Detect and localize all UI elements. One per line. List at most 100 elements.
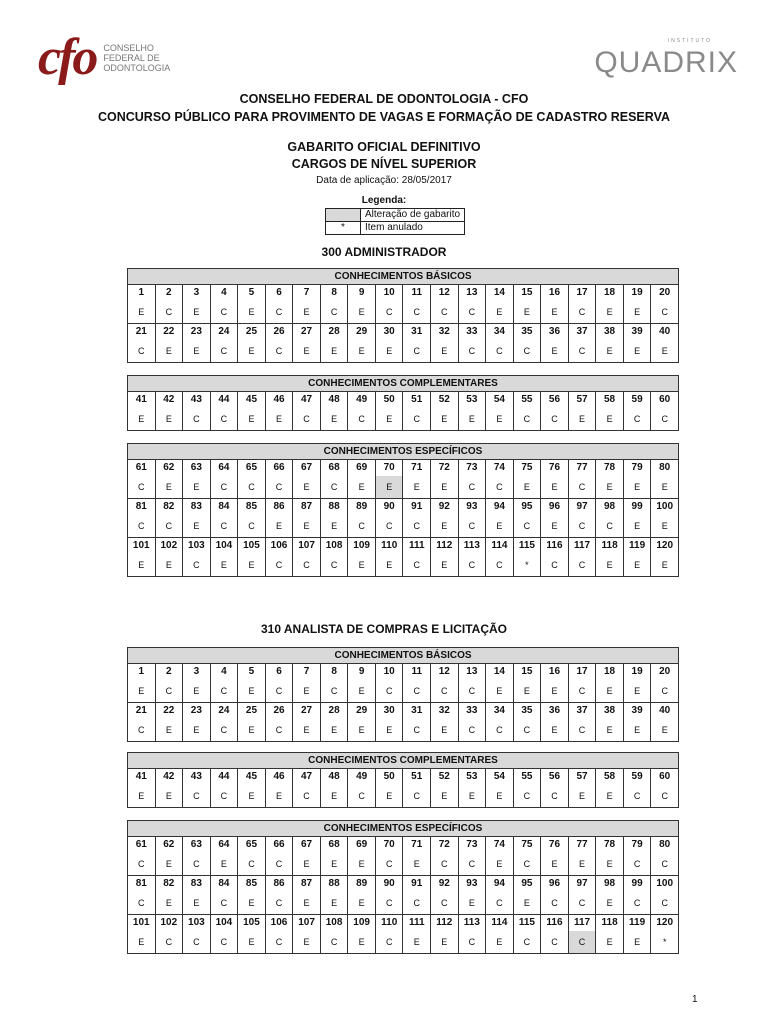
answer-cell: C (154, 301, 183, 324)
question-number: 7 (292, 663, 321, 680)
question-number: 66 (264, 459, 293, 476)
question-number: 62 (154, 836, 183, 853)
question-number: 54 (485, 768, 514, 785)
table-header: CONHECIMENTOS BÁSICOS (127, 647, 679, 664)
question-number: 99 (622, 875, 651, 892)
question-number: 23 (182, 702, 211, 719)
answer-cell: E (485, 853, 514, 876)
answer-cell: C (650, 853, 679, 876)
answer-cell: E (457, 785, 486, 808)
question-number: 57 (567, 391, 596, 408)
answer-cell: E (512, 680, 541, 703)
answer-cell: C (485, 340, 514, 363)
answer-cell: C (127, 340, 156, 363)
question-number: 58 (595, 391, 624, 408)
answer-cell: E (430, 476, 459, 499)
answer-cell: E (595, 785, 624, 808)
question-number: 108 (319, 914, 348, 931)
answer-cell: E (540, 853, 569, 876)
answer-cell: C (650, 301, 679, 324)
answer-cell: E (237, 301, 266, 324)
question-number: 55 (512, 391, 541, 408)
question-number: 58 (595, 768, 624, 785)
question-number: 5 (237, 663, 266, 680)
answer-cell: E (430, 340, 459, 363)
question-number: 80 (650, 459, 679, 476)
question-number: 55 (512, 768, 541, 785)
answer-key-table: CONHECIMENTOS COMPLEMENTARES 41 42 43 44 45 46… (127, 752, 679, 808)
question-number: 54 (485, 391, 514, 408)
answer-cell: E (595, 408, 624, 431)
cfo-logo-mark: cfo (38, 29, 98, 86)
question-number: 4 (209, 284, 238, 301)
question-number: 41 (127, 768, 156, 785)
answer-cell: C (485, 554, 514, 577)
question-number: 53 (457, 391, 486, 408)
question-number: 81 (127, 498, 156, 515)
question-number-row: 1 2 3 4 5 6 7 8 9 10 11 12 13 14 15 16 17 18 19 20 (127, 284, 679, 301)
answer-cell: C (402, 515, 431, 538)
question-number: 45 (237, 391, 266, 408)
question-number: 44 (209, 768, 238, 785)
answer-cell: E (292, 301, 321, 324)
legend-changed-label: Alteração de gabarito (359, 208, 466, 222)
answer-cell: C (127, 853, 156, 876)
question-number: 31 (402, 323, 431, 340)
answer-cell: C (347, 408, 376, 431)
answer-cell: C (595, 515, 624, 538)
answer-cell: C (182, 785, 211, 808)
question-number-row: 41 42 43 44 45 46 47 48 49 50 51 52 53 54 55 56 57 58 59 60 (127, 391, 679, 408)
answer-cell: E (402, 853, 431, 876)
question-number: 94 (485, 498, 514, 515)
question-number: 91 (402, 498, 431, 515)
question-number: 63 (182, 459, 211, 476)
question-number: 36 (540, 702, 569, 719)
question-number: 84 (209, 498, 238, 515)
question-number: 33 (457, 702, 486, 719)
answer-cell: E (237, 340, 266, 363)
question-number: 10 (374, 663, 403, 680)
question-number-row: 41 42 43 44 45 46 47 48 49 50 51 52 53 54 55 56 57 58 59 60 (127, 768, 679, 785)
question-number: 93 (457, 498, 486, 515)
answer-cell: E (650, 515, 679, 538)
question-number: 103 (182, 537, 211, 554)
answer-cell: E (127, 785, 156, 808)
answer-cell: C (567, 515, 596, 538)
answer-cell: E (182, 301, 211, 324)
answer-cell: E (347, 680, 376, 703)
quadrix-word: QUADRIX (594, 46, 738, 79)
question-number: 116 (540, 537, 569, 554)
question-number: 5 (237, 284, 266, 301)
question-number: 10 (374, 284, 403, 301)
question-number: 53 (457, 768, 486, 785)
answer-cell: E (512, 476, 541, 499)
answer-cell: E (319, 340, 348, 363)
answer-cell: E (650, 476, 679, 499)
answer-cell: E (319, 853, 348, 876)
answer-cell: C (622, 408, 651, 431)
answer-cell: E (485, 785, 514, 808)
answer-row: E E C E E C C C E E C E C C * C C E E E (127, 554, 679, 577)
question-number: 49 (347, 768, 376, 785)
legend-annulled-symbol: * (325, 221, 361, 235)
answer-cell: C (319, 554, 348, 577)
answer-cell: E (182, 892, 211, 915)
answer-cell: C (209, 892, 238, 915)
answer-cell: C (182, 931, 211, 954)
question-number: 42 (154, 768, 183, 785)
cfo-logo-text: CONSELHO FEDERAL DE ODONTOLOGIA (103, 43, 170, 73)
question-number: 85 (237, 498, 266, 515)
question-number: 20 (650, 663, 679, 680)
answer-cell: E (347, 476, 376, 499)
answer-cell: C (567, 680, 596, 703)
question-number: 65 (237, 836, 266, 853)
question-number: 17 (567, 284, 596, 301)
answer-cell: E (485, 301, 514, 324)
answer-cell: C (567, 931, 596, 954)
answer-cell: C (402, 408, 431, 431)
question-number: 78 (595, 836, 624, 853)
question-number: 50 (374, 391, 403, 408)
question-number: 61 (127, 459, 156, 476)
question-number: 116 (540, 914, 569, 931)
answer-cell: C (264, 931, 293, 954)
